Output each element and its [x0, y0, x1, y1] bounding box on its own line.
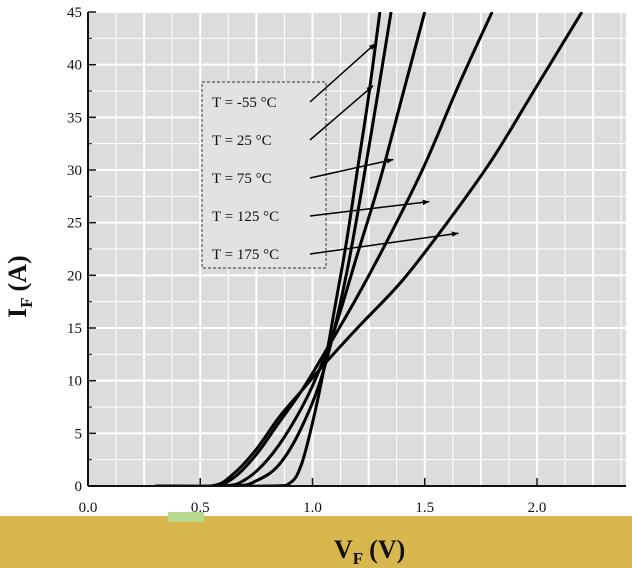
x-tick-labels: 0.0 0.5 1.0 1.5 2.0: [79, 500, 547, 516]
legend-arrow-3: [309, 158, 394, 179]
x-axis-title-unit: (V): [369, 535, 405, 564]
series-line-5: [155, 12, 584, 486]
series-line-3: [155, 12, 427, 486]
y-axis-title-main: I: [3, 308, 32, 318]
legend-arrowhead-2: [366, 85, 374, 93]
legend-entry-5: T = 175 °C: [212, 247, 279, 263]
x-axis-title: VF (V): [334, 535, 405, 568]
y-tick-label: 0: [75, 479, 83, 495]
y-tick-label: 10: [67, 374, 82, 390]
legend-arrow-4: [309, 200, 430, 217]
legend-arrow-5: [309, 232, 459, 255]
x-axis-band-highlight: [168, 512, 204, 522]
ticks: [87, 11, 538, 487]
x-axis-title-main: V: [334, 535, 353, 564]
y-axis-title-unit: (A): [3, 255, 32, 291]
y-tick-label: 20: [67, 268, 82, 284]
legend-arrowhead-1: [368, 43, 376, 50]
legend-entry-4: T = 125 °C: [212, 209, 279, 225]
y-tick-label: 5: [75, 426, 83, 442]
x-tick-label: 0.5: [191, 500, 210, 516]
legend-entry-1: T = -55 °C: [212, 95, 277, 111]
legend-arrows: [309, 43, 459, 255]
legend-arrow-2: [309, 85, 374, 141]
legend: T = -55 °C T = 25 °C T = 75 °C T = 125 °C T …: [201, 81, 327, 269]
x-axis-title-sub: F: [353, 549, 363, 568]
legend-arrowhead-3: [386, 158, 394, 164]
x-tick-label: 1.5: [415, 500, 434, 516]
x-tick-label: 2.0: [528, 500, 547, 516]
legend-arrowhead-4: [422, 199, 430, 206]
series-line-2: [155, 12, 393, 486]
legend-box: [201, 81, 327, 269]
x-tick-label: 0.0: [79, 500, 98, 516]
legend-arrowhead-5: [451, 231, 459, 237]
y-tick-labels: 0 5 10 15 20 25 30 35 40 45: [67, 5, 82, 495]
series-line-4: [155, 12, 494, 486]
y-tick-label: 25: [67, 216, 82, 232]
y-tick-label: 35: [67, 110, 82, 126]
x-axis-band: [0, 516, 632, 568]
y-tick-label: 15: [67, 321, 82, 337]
x-tick-label: 1.0: [303, 500, 322, 516]
y-tick-label: 40: [67, 58, 82, 74]
y-tick-label: 45: [67, 5, 82, 21]
y-axis-title: IF (A): [3, 255, 36, 318]
y-tick-label: 30: [67, 163, 82, 179]
legend-entry-2: T = 25 °C: [212, 133, 272, 149]
legend-arrow-1: [309, 43, 376, 103]
y-axis-title-sub: F: [17, 297, 36, 307]
legend-entry-3: T = 75 °C: [212, 171, 272, 187]
